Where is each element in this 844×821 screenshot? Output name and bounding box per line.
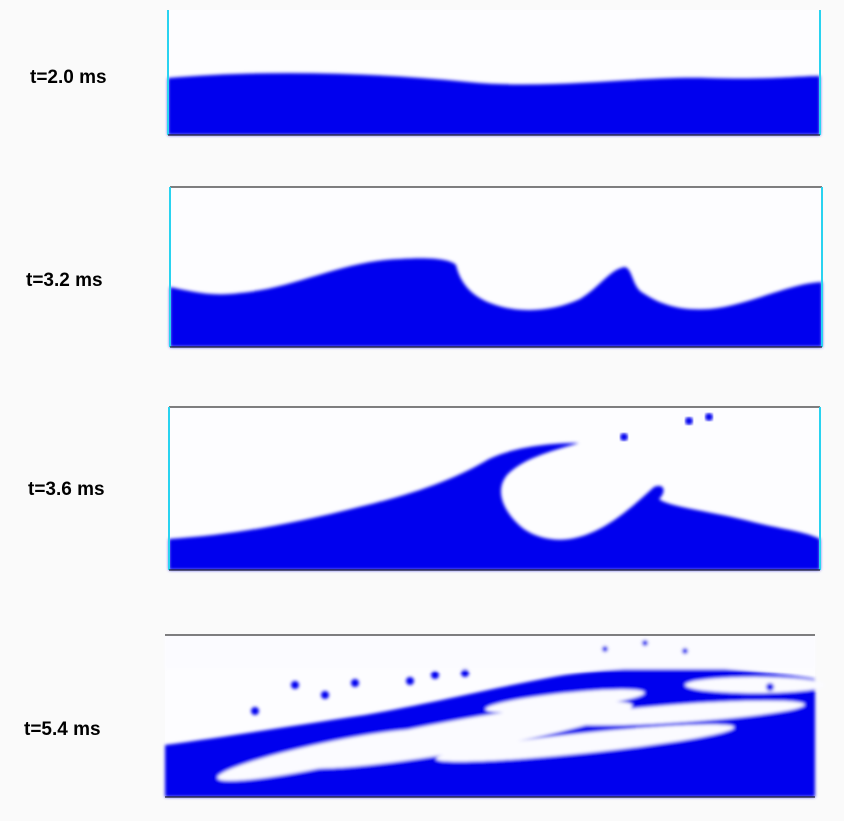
foam	[165, 635, 815, 669]
droplet	[351, 679, 359, 687]
droplet	[766, 683, 774, 691]
droplet	[682, 648, 688, 654]
droplet	[685, 417, 693, 425]
snapshot-panel	[169, 186, 823, 348]
liquid	[169, 443, 820, 570]
time-label: t=3.2 ms	[26, 270, 103, 291]
droplet	[642, 640, 648, 646]
foam	[485, 689, 645, 713]
droplet	[602, 646, 608, 652]
droplet	[705, 413, 713, 421]
droplet	[291, 681, 299, 689]
time-label: t=2.0 ms	[30, 67, 107, 88]
droplet	[321, 691, 329, 699]
liquid	[170, 258, 822, 347]
droplet	[406, 677, 414, 685]
foam	[435, 724, 735, 762]
foam	[565, 700, 805, 726]
droplet	[431, 671, 439, 679]
liquid	[168, 73, 820, 135]
time-label: t=5.4 ms	[24, 719, 101, 740]
time-label: t=3.6 ms	[28, 479, 105, 500]
snapshot-panel	[165, 634, 825, 798]
droplet	[251, 707, 259, 715]
droplet	[461, 669, 469, 677]
foam	[297, 701, 633, 769]
snapshot-panel	[168, 406, 821, 571]
snapshot-panel	[167, 10, 821, 136]
foam	[685, 677, 825, 693]
droplet	[620, 433, 628, 441]
